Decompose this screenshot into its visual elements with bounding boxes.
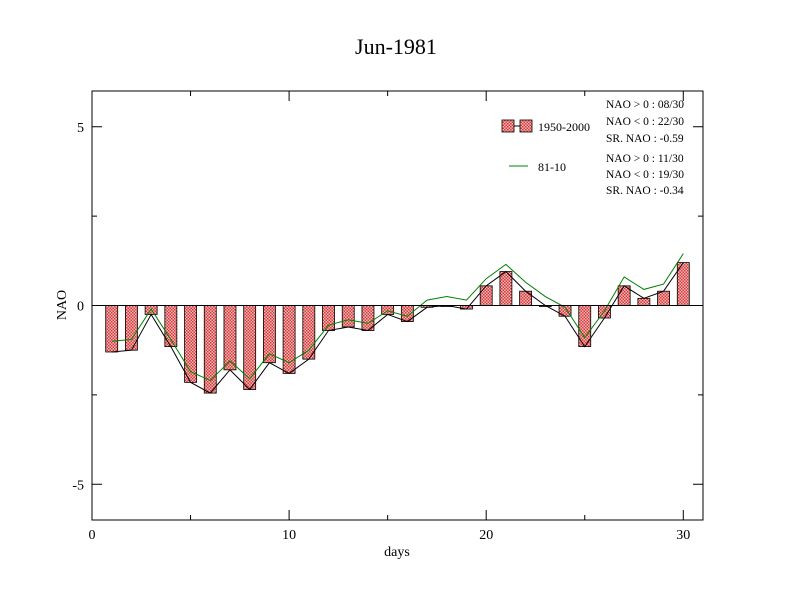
bar-day-11 — [302, 305, 316, 360]
stat-1950-2000-negative: NAO < 0 : 22/30 — [606, 116, 684, 128]
stat-81-10-sr: SR. NAO : -0.34 — [606, 185, 684, 197]
x-tick-label: 0 — [89, 528, 96, 543]
bar-day-7 — [223, 305, 237, 371]
bar-day-13 — [341, 305, 355, 328]
stat-1950-2000-positive: NAO > 0 : 08/30 — [606, 99, 684, 111]
bar-day-20 — [479, 285, 493, 306]
legend-bar-swatch — [501, 119, 515, 133]
bar-day-22 — [519, 290, 533, 306]
series-line-line-1 — [111, 262, 684, 394]
x-axis-label: days — [384, 545, 410, 560]
x-tick-label: 10 — [282, 528, 296, 543]
stat-1950-2000-sr: SR. NAO : -0.59 — [606, 133, 684, 145]
bar-day-8 — [243, 305, 257, 390]
legend-bar-swatch — [519, 119, 533, 133]
stat-81-10-negative: NAO < 0 : 19/30 — [606, 169, 684, 181]
bar-day-21 — [499, 271, 513, 306]
bar-day-29 — [657, 290, 670, 306]
chart-title: Jun-1981 — [355, 34, 437, 59]
x-tick-label: 30 — [676, 528, 690, 543]
y-axis-label: NAO — [55, 290, 70, 320]
bar-day-1 — [105, 305, 119, 353]
y-tick-label: -5 — [72, 478, 84, 493]
bar-day-28 — [637, 297, 651, 306]
series-line-81-10 — [111, 253, 684, 382]
x-tick-label: 20 — [479, 528, 493, 543]
y-tick-label: 5 — [77, 121, 84, 136]
axes-layer: 0 10 20 30 -5 0 5 — [72, 91, 703, 543]
y-tick-label: 0 — [77, 300, 84, 315]
legend: 1950-2000 81-10 NAO > 0 : 08/30 NAO < 0 … — [501, 99, 684, 197]
legend-label-81-10: 81-10 — [538, 160, 566, 174]
bars-layer — [105, 262, 690, 394]
lines-layer — [111, 253, 684, 394]
bar-day-16 — [400, 305, 414, 322]
legend-label-1950-2000: 1950-2000 — [538, 120, 590, 134]
stat-81-10-positive: NAO > 0 : 11/30 — [606, 153, 684, 165]
bar-day-12 — [322, 305, 335, 331]
